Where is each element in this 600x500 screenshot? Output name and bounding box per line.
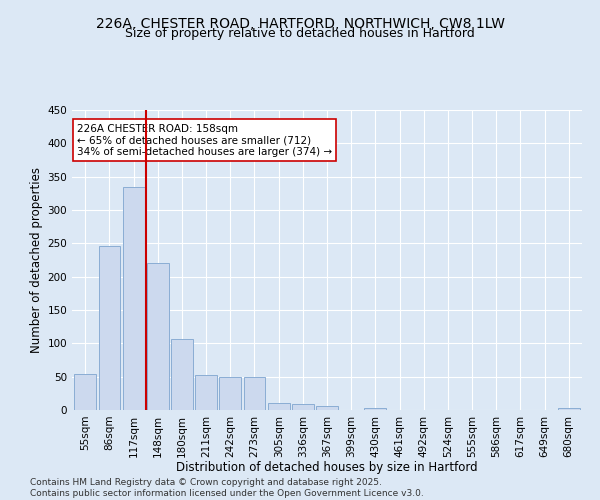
Text: 226A, CHESTER ROAD, HARTFORD, NORTHWICH, CW8 1LW: 226A, CHESTER ROAD, HARTFORD, NORTHWICH,… (95, 18, 505, 32)
Text: Size of property relative to detached houses in Hartford: Size of property relative to detached ho… (125, 28, 475, 40)
Text: Contains HM Land Registry data © Crown copyright and database right 2025.
Contai: Contains HM Land Registry data © Crown c… (30, 478, 424, 498)
Bar (147, 264, 169, 410)
Bar (364, 408, 386, 410)
Bar (292, 404, 314, 410)
X-axis label: Distribution of detached houses by size in Hartford: Distribution of detached houses by size … (176, 461, 478, 474)
Bar (220, 376, 241, 410)
Text: 226A CHESTER ROAD: 158sqm
← 65% of detached houses are smaller (712)
34% of semi: 226A CHESTER ROAD: 158sqm ← 65% of detac… (77, 124, 332, 156)
Bar (98, 246, 121, 410)
Bar (244, 378, 265, 410)
Bar (74, 374, 96, 410)
Bar (195, 374, 217, 410)
Bar (123, 186, 145, 410)
Y-axis label: Number of detached properties: Number of detached properties (30, 167, 43, 353)
Bar (558, 408, 580, 410)
Bar (316, 406, 338, 410)
Bar (171, 338, 193, 410)
Bar (268, 404, 290, 410)
